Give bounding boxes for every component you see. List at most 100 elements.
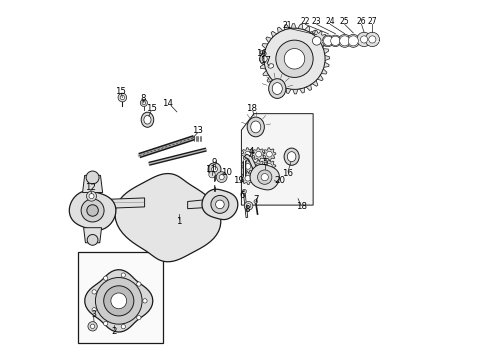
- Circle shape: [368, 36, 376, 43]
- Polygon shape: [263, 160, 276, 173]
- Polygon shape: [259, 24, 330, 94]
- Ellipse shape: [287, 152, 296, 162]
- Circle shape: [208, 163, 221, 176]
- Circle shape: [92, 290, 97, 294]
- Ellipse shape: [269, 79, 286, 98]
- Circle shape: [246, 204, 251, 208]
- Circle shape: [216, 200, 224, 209]
- Circle shape: [87, 191, 97, 201]
- Circle shape: [256, 151, 262, 157]
- Text: 5: 5: [262, 158, 268, 167]
- Text: 23: 23: [312, 17, 321, 26]
- Text: 9: 9: [212, 158, 217, 167]
- Polygon shape: [245, 154, 261, 179]
- Text: 24: 24: [325, 17, 335, 26]
- Bar: [78, 252, 163, 343]
- Circle shape: [347, 35, 360, 47]
- Circle shape: [121, 324, 125, 329]
- Text: 16: 16: [256, 49, 267, 58]
- Circle shape: [276, 40, 313, 77]
- Text: 21: 21: [283, 21, 292, 30]
- Circle shape: [137, 282, 141, 286]
- Text: 18: 18: [296, 202, 307, 211]
- Polygon shape: [252, 172, 265, 185]
- Text: 1: 1: [176, 217, 181, 226]
- Circle shape: [361, 36, 368, 43]
- Circle shape: [118, 93, 126, 102]
- Circle shape: [267, 163, 272, 169]
- Circle shape: [143, 299, 147, 303]
- Circle shape: [365, 32, 379, 46]
- Ellipse shape: [262, 56, 267, 62]
- Text: 15: 15: [115, 86, 126, 95]
- Circle shape: [242, 189, 246, 194]
- Text: 14: 14: [162, 99, 173, 108]
- Text: 8: 8: [244, 205, 249, 214]
- Text: 11: 11: [205, 166, 217, 175]
- Circle shape: [219, 175, 224, 180]
- Polygon shape: [69, 191, 116, 230]
- Circle shape: [140, 99, 147, 107]
- Polygon shape: [202, 189, 238, 220]
- Text: 13: 13: [192, 126, 203, 135]
- Text: 4: 4: [249, 147, 254, 156]
- Text: 25: 25: [340, 17, 349, 26]
- Polygon shape: [306, 30, 327, 51]
- Circle shape: [211, 195, 229, 213]
- Text: 15: 15: [146, 104, 156, 113]
- Circle shape: [340, 36, 350, 46]
- Circle shape: [111, 293, 126, 309]
- Ellipse shape: [141, 112, 154, 127]
- Polygon shape: [96, 198, 145, 209]
- Circle shape: [261, 174, 269, 181]
- Ellipse shape: [251, 121, 261, 133]
- Circle shape: [88, 321, 97, 331]
- Circle shape: [209, 171, 215, 178]
- Text: 20: 20: [274, 176, 286, 185]
- Text: 16: 16: [282, 169, 293, 178]
- Ellipse shape: [272, 83, 282, 94]
- Circle shape: [91, 324, 95, 328]
- Text: 26: 26: [357, 17, 367, 26]
- Circle shape: [330, 35, 341, 46]
- Ellipse shape: [284, 148, 299, 165]
- Polygon shape: [252, 148, 265, 161]
- Text: 7: 7: [254, 195, 259, 204]
- Polygon shape: [85, 270, 153, 332]
- Circle shape: [137, 315, 141, 320]
- Circle shape: [256, 163, 262, 169]
- Circle shape: [357, 32, 371, 46]
- Ellipse shape: [247, 117, 265, 137]
- Circle shape: [89, 194, 94, 199]
- Circle shape: [245, 202, 253, 210]
- Circle shape: [256, 175, 262, 181]
- Circle shape: [212, 166, 218, 172]
- Text: 18: 18: [246, 104, 257, 113]
- Circle shape: [267, 175, 272, 181]
- Circle shape: [121, 273, 125, 277]
- Circle shape: [104, 286, 134, 316]
- Polygon shape: [84, 228, 101, 243]
- Polygon shape: [242, 148, 254, 161]
- Circle shape: [142, 101, 146, 105]
- Circle shape: [284, 49, 305, 69]
- Polygon shape: [250, 165, 279, 190]
- Circle shape: [120, 95, 124, 100]
- Circle shape: [322, 35, 334, 46]
- Text: 3: 3: [91, 310, 96, 319]
- Circle shape: [87, 205, 98, 216]
- Circle shape: [267, 151, 272, 157]
- Polygon shape: [242, 114, 313, 205]
- Polygon shape: [252, 160, 265, 173]
- Text: 22: 22: [300, 17, 310, 26]
- Circle shape: [86, 171, 99, 184]
- Text: 2: 2: [111, 327, 117, 336]
- Circle shape: [264, 28, 325, 89]
- Circle shape: [87, 234, 98, 245]
- Text: 8: 8: [140, 94, 146, 103]
- Text: 27: 27: [368, 17, 377, 26]
- Ellipse shape: [268, 64, 273, 68]
- Polygon shape: [82, 175, 102, 193]
- Circle shape: [96, 278, 142, 324]
- Polygon shape: [263, 172, 276, 185]
